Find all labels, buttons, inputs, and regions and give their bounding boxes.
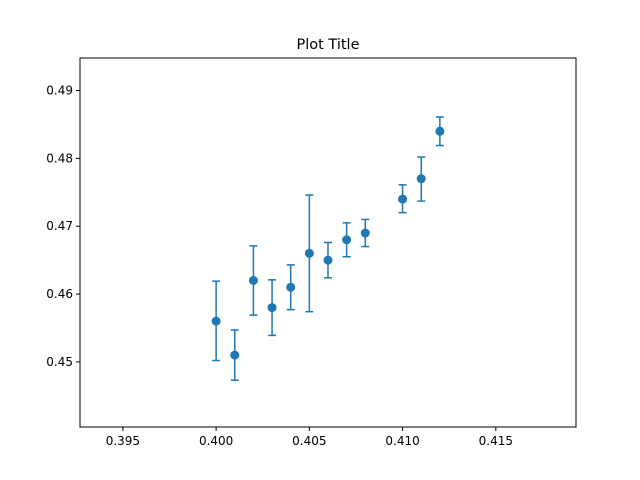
y-tick-label: 0.47 bbox=[46, 219, 73, 233]
y-axis: 0.45 0.46 0.47 0.48 0.49 bbox=[46, 84, 80, 369]
x-tick-label: 0.410 bbox=[385, 434, 419, 448]
data-point bbox=[286, 282, 296, 292]
data-point bbox=[435, 126, 445, 136]
x-axis: 0.395 0.400 0.405 0.410 0.415 bbox=[106, 427, 513, 448]
x-tick-label: 0.405 bbox=[292, 434, 326, 448]
x-tick-label: 0.415 bbox=[479, 434, 513, 448]
y-tick-label: 0.45 bbox=[46, 355, 73, 369]
data-point bbox=[230, 350, 240, 360]
x-tick-label: 0.395 bbox=[106, 434, 140, 448]
data-point bbox=[342, 235, 352, 245]
plot-area bbox=[211, 116, 445, 381]
data-point bbox=[304, 248, 314, 258]
y-tick-label: 0.49 bbox=[46, 84, 73, 98]
chart-title: Plot Title bbox=[296, 37, 359, 53]
data-point bbox=[416, 174, 426, 184]
data-point bbox=[248, 275, 258, 285]
y-tick-label: 0.46 bbox=[46, 287, 73, 301]
data-point bbox=[323, 255, 333, 265]
data-point bbox=[211, 316, 221, 326]
data-point bbox=[360, 228, 370, 238]
data-point bbox=[267, 303, 277, 313]
data-point bbox=[398, 194, 408, 204]
x-tick-label: 0.400 bbox=[199, 434, 233, 448]
y-tick-label: 0.48 bbox=[46, 151, 73, 165]
axes-frame bbox=[79, 57, 577, 428]
